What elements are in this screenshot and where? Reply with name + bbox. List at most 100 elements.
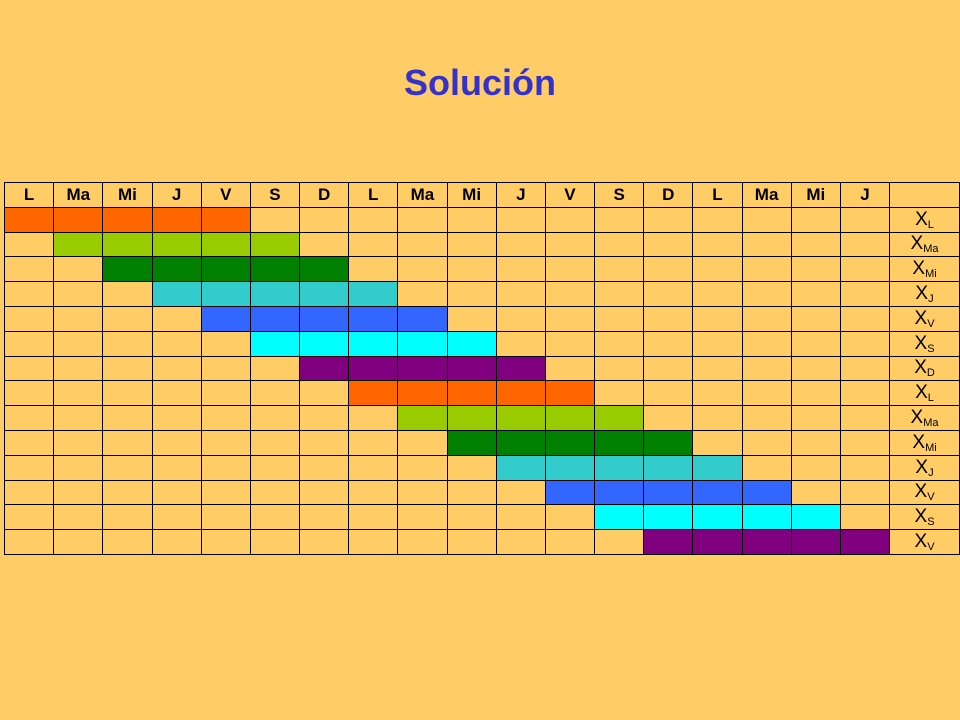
variable-symbol: X — [915, 382, 928, 404]
shift-cell-empty — [692, 330, 743, 357]
shift-cell-empty — [397, 231, 448, 258]
shift-cell-empty — [495, 256, 546, 283]
shift-cell-filled — [151, 256, 202, 283]
table-row: XD — [3, 355, 960, 382]
shift-cell-empty — [348, 479, 399, 506]
shift-cell-empty — [200, 355, 251, 382]
shift-cell-empty — [3, 256, 55, 283]
day-header-cell: S — [594, 182, 645, 208]
shift-cell-empty — [692, 281, 743, 307]
shift-cell-empty — [299, 504, 350, 531]
shift-cell-filled — [446, 405, 497, 431]
day-header-cell: Ma — [741, 182, 792, 208]
shift-cell-empty — [495, 479, 546, 506]
shift-cell-empty — [151, 380, 202, 407]
shift-cell-empty — [692, 380, 743, 407]
shift-cell-empty — [741, 405, 792, 431]
day-header-cell: Mi — [102, 182, 153, 208]
shift-cell-empty — [102, 529, 153, 555]
shift-cell-empty — [200, 380, 251, 407]
day-header-cell: Ma — [53, 182, 104, 208]
shift-cell-empty — [692, 355, 743, 382]
shift-cell-empty — [348, 454, 399, 481]
shift-cell-filled — [200, 206, 251, 233]
shift-cell-empty — [3, 380, 55, 407]
variable-subscript: S — [927, 342, 935, 355]
shift-cell-filled — [741, 504, 792, 531]
variable-symbol: X — [915, 283, 929, 305]
shift-cell-empty — [53, 305, 104, 332]
shift-cell-filled — [446, 380, 497, 407]
day-header-cell: L — [348, 182, 399, 208]
shift-cell-empty — [151, 405, 202, 431]
shift-cell-empty — [102, 504, 153, 531]
shift-cell-empty — [397, 206, 448, 233]
shift-cell-empty — [741, 355, 792, 382]
shift-cell-filled — [594, 454, 645, 481]
variable-subscript: L — [927, 218, 934, 231]
shift-cell-empty — [839, 504, 891, 531]
shift-cell-filled — [544, 454, 596, 481]
shift-cell-empty — [299, 380, 350, 407]
shift-cell-filled — [299, 256, 350, 283]
day-header-cell: L — [692, 182, 743, 208]
variable-header-cell — [889, 182, 960, 208]
shift-cell-empty — [102, 380, 153, 407]
shift-cell-empty — [53, 330, 104, 357]
shift-cell-empty — [741, 380, 792, 407]
shift-cell-empty — [151, 429, 202, 456]
shift-cell-filled — [741, 479, 792, 506]
shift-cell-empty — [299, 206, 350, 233]
shift-cell-filled — [3, 206, 55, 233]
shift-cell-empty — [446, 479, 497, 506]
variable-label: XV — [889, 529, 960, 555]
shift-cell-filled — [348, 281, 399, 307]
table-row: XMa — [3, 405, 960, 431]
shift-cell-empty — [348, 429, 399, 456]
shift-cell-empty — [544, 504, 596, 531]
shift-cell-empty — [348, 529, 399, 555]
shift-cell-empty — [495, 231, 546, 258]
table-row: XMa — [3, 231, 960, 258]
shift-cell-empty — [495, 504, 546, 531]
variable-subscript: V — [927, 317, 935, 330]
shift-cell-empty — [692, 231, 743, 258]
day-header-cell: J — [839, 182, 891, 208]
shift-cell-filled — [249, 305, 301, 332]
shift-cell-filled — [397, 355, 448, 382]
shift-cell-empty — [643, 305, 694, 332]
shift-cell-filled — [643, 529, 694, 555]
day-header-cell: V — [544, 182, 596, 208]
day-header-cell: S — [249, 182, 301, 208]
shift-cell-empty — [249, 355, 301, 382]
shift-cell-filled — [102, 231, 153, 258]
shift-cell-filled — [299, 330, 350, 357]
shift-cell-filled — [102, 206, 153, 233]
shift-cell-empty — [397, 529, 448, 555]
variable-label: XL — [889, 206, 960, 233]
shift-cell-empty — [397, 454, 448, 481]
day-header-cell: V — [200, 182, 251, 208]
shift-cell-empty — [53, 405, 104, 431]
shift-cell-empty — [53, 256, 104, 283]
shift-cell-empty — [151, 355, 202, 382]
shift-cell-filled — [692, 454, 743, 481]
shift-cell-empty — [446, 256, 497, 283]
table-row: XV — [3, 529, 960, 555]
shift-cell-empty — [741, 256, 792, 283]
shift-cell-empty — [495, 305, 546, 332]
shift-cell-filled — [790, 529, 841, 555]
schedule-body: XL XMa XMi XJ XV XS XD XL XMa XMi XJ XV XS XV — [3, 206, 960, 555]
variable-label: XMa — [889, 405, 960, 431]
shift-cell-empty — [102, 330, 153, 357]
shift-schedule-table: L Ma Mi J V S D L Ma Mi J V S D L Ma Mi J XL XMa XMi XJ XV XS X… — [3, 182, 960, 555]
shift-cell-filled — [594, 429, 645, 456]
shift-cell-empty — [594, 256, 645, 283]
shift-cell-empty — [3, 330, 55, 357]
shift-cell-empty — [643, 405, 694, 431]
shift-cell-filled — [495, 429, 546, 456]
shift-cell-empty — [102, 479, 153, 506]
shift-cell-empty — [643, 380, 694, 407]
shift-cell-empty — [249, 206, 301, 233]
shift-cell-filled — [397, 305, 448, 332]
